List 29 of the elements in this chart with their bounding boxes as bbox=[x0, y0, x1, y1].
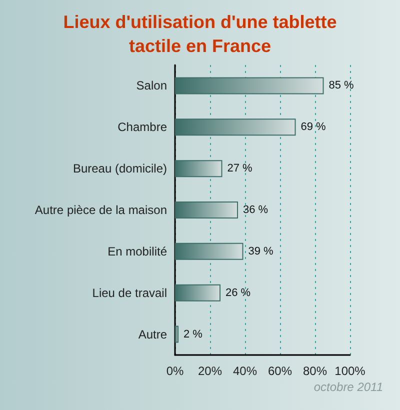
x-tick-label: 0% bbox=[166, 364, 184, 378]
text: octobre 2011 bbox=[314, 380, 384, 394]
bar bbox=[175, 118, 296, 136]
x-tick-label: 100% bbox=[334, 364, 366, 378]
bar bbox=[175, 160, 222, 178]
x-tick-label: 20% bbox=[198, 364, 222, 378]
bar bbox=[175, 242, 244, 260]
y-tick-label: En mobilité bbox=[108, 244, 168, 258]
y-tick-label: Autre pièce de la maison bbox=[34, 203, 167, 217]
data-label: 27 % bbox=[227, 162, 253, 175]
chart-title: Lieux d'utilisation d'une tablette tactile en France bbox=[63, 12, 337, 56]
data-label: 26 % bbox=[226, 286, 251, 299]
bar bbox=[175, 202, 238, 218]
y-tick-label: Chambre bbox=[118, 120, 168, 134]
x-tick-label: 60% bbox=[268, 364, 292, 378]
y-tick-label: Bureau (domicile) bbox=[72, 162, 167, 176]
y-tick-label: Salon bbox=[136, 78, 167, 93]
x-tick-label: 40% bbox=[232, 364, 258, 378]
y-tick-label: Lieu de travail bbox=[92, 286, 167, 300]
x-tick-label: 80% bbox=[302, 364, 328, 378]
bar bbox=[175, 284, 220, 302]
bar bbox=[175, 326, 178, 343]
data-label: 85 % bbox=[328, 80, 354, 92]
data-label: 36 % bbox=[243, 204, 268, 216]
y-tick-label: Autre bbox=[138, 327, 168, 342]
bar bbox=[175, 77, 324, 94]
data-label: 69 % bbox=[300, 121, 326, 134]
data-label: 2 % bbox=[184, 328, 203, 340]
data-label: 39 % bbox=[248, 245, 274, 258]
